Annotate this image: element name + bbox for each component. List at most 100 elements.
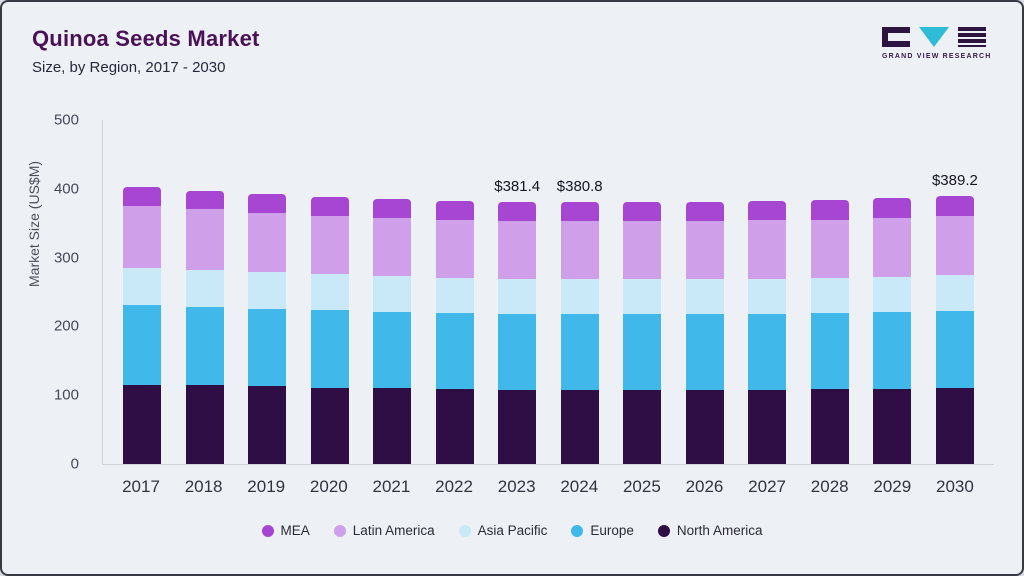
bar-segment-latin-america-2025 [623,221,662,280]
bar-2020 [310,120,349,464]
bar-2024: $380.8 [557,120,603,464]
bar-segment-mea-2030 [935,196,974,217]
bar-segment-latin-america-2022 [435,219,474,278]
bar-segment-europe-2018 [185,306,224,386]
bar-segment-north-america-2030 [935,388,974,464]
bar-segment-asia-pacific-2023 [498,278,537,315]
chart-header: Quinoa Seeds Market Size, by Region, 201… [32,26,260,76]
bar-2026 [685,120,724,464]
bar-segment-asia-pacific-2025 [623,279,662,315]
x-tick-2022: 2022 [435,477,473,496]
bar-segment-europe-2025 [623,314,662,390]
bar-segment-mea-2018 [185,190,224,210]
bar-segment-north-america-2020 [310,387,349,464]
bar-segment-europe-2017 [123,305,161,385]
bar-2023: $381.4 [494,120,540,464]
bar-segment-mea-2029 [873,198,912,219]
x-tick-2026: 2026 [685,477,724,496]
bar-segment-latin-america-2024 [560,221,599,280]
bar-segment-north-america-2023 [498,389,537,464]
bar-segment-asia-pacific-2022 [435,277,474,314]
bar-segment-latin-america-2021 [373,218,412,277]
plot-area: 0 100 200 300 400 500 $381.4 $380.8 $389.2 [54,112,994,473]
bar-segment-asia-pacific-2027 [748,278,787,314]
bar-segment-asia-pacific-2020 [310,274,349,311]
bar-2029 [873,120,912,464]
bar-segment-mea-2026 [685,201,724,222]
bar-segment-north-america-2027 [748,389,787,464]
chart-legend: MEA Latin America Asia Pacific Europe North … [2,523,1022,538]
bar-segment-north-america-2019 [248,386,287,464]
bar-segment-latin-america-2023 [498,220,537,279]
legend-dot-mea [261,524,274,537]
x-tick-2023: 2023 [497,477,536,496]
logo-text: GRAND VIEW RESEARCH [882,53,992,60]
bar-segment-asia-pacific-2030 [935,275,974,312]
bar-2027 [748,120,787,464]
bar-segment-north-america-2022 [435,389,474,464]
bar-2028 [810,120,849,464]
x-tick-2028: 2028 [810,477,849,496]
bar-segment-europe-2022 [435,313,474,390]
y-tick-100: 100 [53,386,79,404]
bar-segment-latin-america-2019 [248,212,287,273]
bar-segment-asia-pacific-2019 [248,272,287,309]
legend-item-latin-america: Latin America [333,523,435,538]
legend-item-asia-pacific: Asia Pacific [458,523,547,538]
bar-segment-europe-2028 [810,313,849,390]
bar-2030: $389.2 [932,120,978,464]
x-tick-2030: 2030 [936,477,974,496]
bar-2019 [248,120,287,464]
bar-segment-north-america-2021 [373,388,412,464]
x-tick-2021: 2021 [372,477,411,496]
page-subtitle: Size, by Region, 2017 - 2030 [32,59,226,76]
bar-segment-europe-2021 [373,311,412,389]
legend-label-mea: MEA [280,523,310,538]
logo-v-triangle-icon [919,27,949,47]
x-tick-2024: 2024 [560,477,599,496]
y-axis-ticks: 0 100 200 300 400 500 [33,112,93,473]
legend-label-europe: Europe [590,523,634,538]
x-tick-2018: 2018 [184,477,223,496]
bar-segment-europe-2026 [685,314,724,390]
bar-segment-asia-pacific-2018 [185,270,224,307]
legend-label-north-america: North America [676,523,763,538]
bar-segment-north-america-2029 [873,388,912,464]
logo-r-icon [958,27,986,47]
bar-segment-latin-america-2029 [873,218,912,277]
legend-dot-latin-america [333,524,346,537]
bar-segment-mea-2019 [248,193,287,213]
bar-segment-asia-pacific-2026 [685,278,724,315]
bar-2021 [373,120,412,464]
value-label-2024: $380.8 [556,178,603,196]
bar-segment-europe-2019 [248,308,287,387]
bar-segment-latin-america-2020 [310,216,349,275]
bar-segment-europe-2024 [560,314,599,390]
bar-segment-mea-2023 [498,201,537,221]
bar-segment-asia-pacific-2028 [810,277,849,314]
bar-segment-mea-2027 [748,201,787,221]
bar-segment-north-america-2025 [623,389,662,464]
grand-view-research-logo: GRAND VIEW RESEARCH [882,26,992,60]
bar-segment-north-america-2018 [185,385,224,464]
bar-segment-north-america-2028 [810,389,849,464]
bar-2018 [185,120,224,464]
bars-container: $381.4 $380.8 $389.2 [103,120,994,464]
bar-segment-europe-2027 [748,313,787,390]
bar-segment-europe-2030 [935,311,974,389]
y-tick-300: 300 [53,249,79,267]
y-tick-200: 200 [53,317,79,335]
bar-segment-asia-pacific-2017 [123,267,161,306]
bar-segment-mea-2024 [560,202,599,222]
legend-label-latin-america: Latin America [352,523,435,538]
bar-segment-mea-2022 [435,200,474,220]
x-tick-2025: 2025 [622,477,661,496]
bar-2017 [123,120,161,464]
bar-segment-north-america-2024 [560,389,599,464]
legend-dot-north-america [657,524,670,537]
bar-segment-mea-2028 [810,200,849,220]
x-tick-2020: 2020 [309,477,348,496]
bar-segment-europe-2020 [310,310,349,388]
bar-segment-latin-america-2017 [123,206,161,268]
